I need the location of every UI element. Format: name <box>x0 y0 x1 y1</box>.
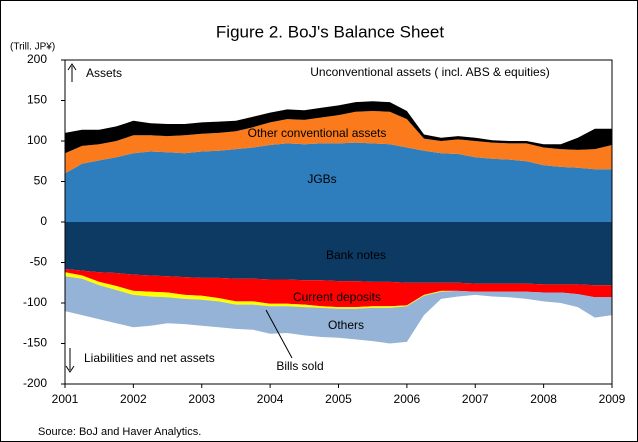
liabilities-label: Liabilities and net assets <box>84 351 215 365</box>
area <box>65 101 612 154</box>
area <box>65 272 612 309</box>
liabilities-arrowhead <box>65 365 75 373</box>
area <box>65 111 612 174</box>
x-tick-label: 2004 <box>257 392 284 406</box>
bills-sold-pointer <box>265 309 293 359</box>
series-label: Others <box>328 318 364 332</box>
plot-area <box>65 101 612 344</box>
area <box>65 269 612 308</box>
x-tick-label: 2007 <box>462 392 489 406</box>
series-label: Bills sold <box>276 359 323 373</box>
unit-label: (Trill. JP¥) <box>10 42 55 53</box>
series-label: Other conventional assets <box>248 126 387 140</box>
y-tick-label: -100 <box>23 295 47 309</box>
assets-arrowhead <box>67 63 77 71</box>
x-tick-label: 2006 <box>394 392 421 406</box>
area <box>65 222 612 286</box>
y-tick-label: -50 <box>30 255 48 269</box>
y-tick-label: 150 <box>27 93 47 107</box>
series-label: Current deposits <box>293 290 381 304</box>
series-label: Unconventional assets ( incl. ABS & equi… <box>310 65 549 79</box>
source: Source: BoJ and Haver Analytics. <box>38 426 201 438</box>
y-tick-label: 200 <box>27 52 47 66</box>
assets-label: Assets <box>86 66 122 80</box>
y-tick-label: -200 <box>23 376 47 390</box>
y-tick-label: 100 <box>27 133 47 147</box>
x-tick-label: 2009 <box>599 392 626 406</box>
area <box>65 142 612 222</box>
y-tick-label: 50 <box>34 174 48 188</box>
x-tick-label: 2001 <box>52 392 79 406</box>
x-tick-label: 2005 <box>325 392 352 406</box>
chart-title: Figure 2. BoJ's Balance Sheet <box>216 22 444 41</box>
x-tick-label: 2003 <box>188 392 215 406</box>
x-tick-label: 2008 <box>530 392 557 406</box>
y-tick-label: 0 <box>40 214 47 228</box>
series-label: JGBs <box>307 172 336 186</box>
y-tick-label: -150 <box>23 336 47 350</box>
series-label: Bank notes <box>326 248 386 262</box>
x-tick-label: 2002 <box>120 392 147 406</box>
area <box>65 276 612 344</box>
